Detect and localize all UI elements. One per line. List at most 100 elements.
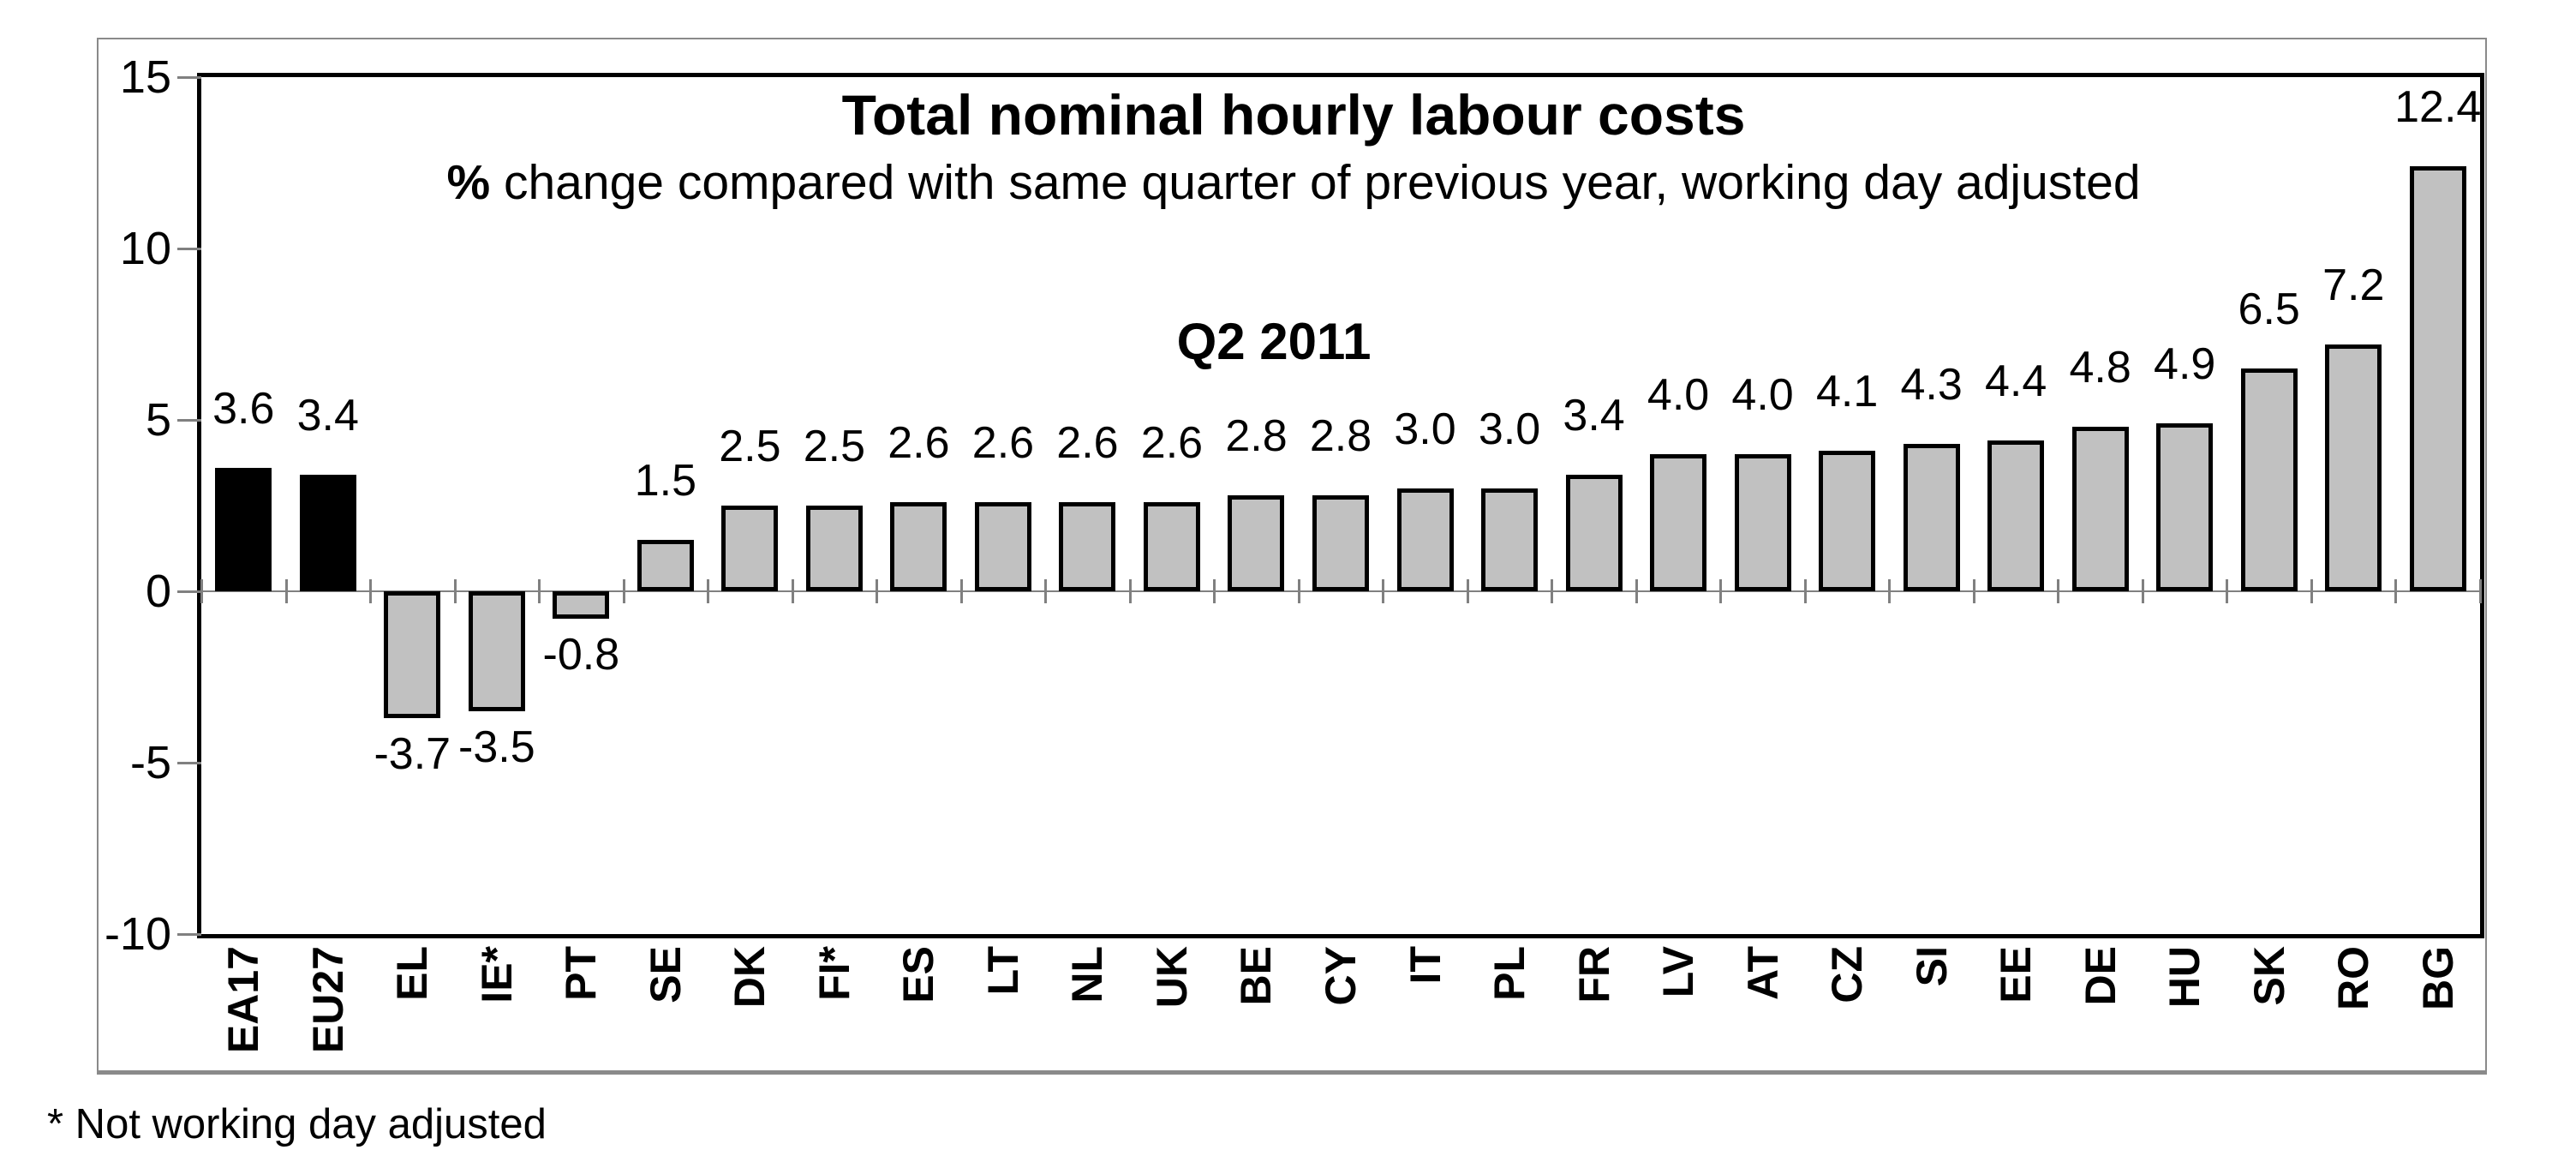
value-label-BE: 2.8 — [1225, 411, 1288, 461]
x-axis-label-PL: PL — [1485, 946, 1534, 1001]
category-tick — [1213, 579, 1216, 603]
chart-subtitle: % change compared with same quarter of p… — [446, 154, 2140, 211]
x-axis-label-LV: LV — [1654, 946, 1703, 998]
subtitle-text: change compared with same quarter of pre… — [490, 155, 2141, 210]
value-label-NL: 2.6 — [1056, 418, 1119, 468]
category-tick — [453, 579, 457, 603]
value-label-FI*: 2.5 — [803, 422, 866, 471]
category-tick — [284, 579, 288, 603]
category-tick — [876, 579, 879, 603]
y-axis-tick — [177, 419, 201, 422]
value-label-RO: 7.2 — [2322, 261, 2385, 310]
bar-FI* — [805, 506, 863, 591]
value-label-PT: -0.8 — [542, 630, 620, 680]
bar-EU27 — [299, 475, 356, 591]
value-label-EA17: 3.6 — [212, 384, 275, 434]
bar-BG — [2409, 166, 2466, 591]
subtitle-percent-bold: % — [446, 155, 491, 210]
value-label-EL: -3.7 — [374, 729, 451, 779]
x-axis-label-IT: IT — [1401, 946, 1449, 985]
value-label-DE: 4.8 — [2069, 343, 2131, 392]
x-axis-label-EU27: EU27 — [303, 946, 352, 1054]
x-axis-label-CZ: CZ — [1823, 946, 1872, 1003]
x-axis-label-SI: SI — [1907, 946, 1956, 987]
value-label-IE*: -3.5 — [458, 722, 535, 772]
value-label-LT: 2.6 — [971, 418, 1035, 468]
y-axis-label: 15 — [119, 51, 171, 103]
category-tick — [1635, 579, 1638, 603]
bar-EE — [1987, 440, 2045, 591]
category-tick — [1888, 579, 1892, 603]
value-label-UK: 2.6 — [1140, 418, 1204, 468]
bar-SK — [2240, 368, 2298, 591]
category-tick — [538, 579, 541, 603]
y-axis-tick — [177, 76, 201, 79]
chart-title: Total nominal hourly labour costs — [841, 83, 1746, 147]
category-tick — [1551, 579, 1554, 603]
category-tick — [791, 579, 794, 603]
category-tick — [959, 579, 963, 603]
x-axis-label-FR: FR — [1569, 946, 1618, 1003]
bar-AT — [1734, 454, 1791, 591]
category-tick — [2479, 579, 2482, 603]
bar-HU — [2156, 423, 2214, 591]
x-axis-label-AT: AT — [1738, 946, 1787, 1000]
bar-IT — [1396, 488, 1454, 591]
x-axis-label-CY: CY — [1317, 946, 1365, 1006]
category-tick — [1466, 579, 1469, 603]
x-axis-label-IE*: IE* — [472, 946, 521, 1003]
x-axis-label-LT: LT — [978, 946, 1027, 996]
zero-axis-line — [201, 590, 2480, 592]
bar-BE — [1228, 495, 1285, 591]
bar-ES — [890, 502, 947, 591]
category-tick — [2226, 579, 2229, 603]
y-axis-label: 10 — [119, 223, 171, 274]
bar-LV — [1650, 454, 1707, 591]
y-axis-label: -10 — [104, 908, 171, 960]
category-tick — [622, 579, 625, 603]
y-axis-tick — [177, 248, 201, 250]
x-axis-label-SK: SK — [2244, 946, 2293, 1006]
category-tick — [707, 579, 710, 603]
x-axis-label-BG: BG — [2413, 946, 2462, 1010]
x-axis-label-NL: NL — [1063, 946, 1112, 1003]
bar-EL — [384, 591, 441, 718]
x-axis-label-EE: EE — [1992, 946, 2041, 1003]
category-tick — [2057, 579, 2060, 603]
bar-EA17 — [215, 468, 272, 591]
category-tick — [200, 579, 203, 603]
bar-LT — [974, 502, 1031, 591]
value-label-EE: 4.4 — [1984, 356, 2047, 406]
y-axis-tick — [177, 762, 201, 764]
bar-SE — [637, 540, 694, 591]
bar-RO — [2325, 344, 2382, 591]
footnote: * Not working day adjusted — [47, 1101, 547, 1147]
value-label-SE: 1.5 — [634, 456, 696, 506]
value-label-LV: 4.0 — [1647, 370, 1710, 420]
value-label-CY: 2.8 — [1309, 411, 1372, 461]
y-axis-label: 0 — [145, 566, 171, 617]
category-tick — [1719, 579, 1723, 603]
value-label-SI: 4.3 — [1900, 360, 1963, 410]
category-tick — [1803, 579, 1807, 603]
category-tick — [1972, 579, 1975, 603]
category-tick — [2394, 579, 2398, 603]
bar-PT — [553, 591, 610, 619]
x-axis-label-ES: ES — [894, 946, 943, 1003]
x-axis-label-HU: HU — [2161, 946, 2209, 1009]
bar-IE* — [468, 591, 525, 711]
value-label-IT: 3.0 — [1394, 404, 1456, 454]
x-axis-label-FI*: FI* — [810, 946, 858, 1001]
category-tick — [1044, 579, 1048, 603]
x-axis-label-DE: DE — [2076, 946, 2125, 1006]
y-axis-label: 5 — [145, 394, 171, 446]
category-tick — [1382, 579, 1385, 603]
category-tick — [2141, 579, 2144, 603]
x-axis-label-DK: DK — [726, 946, 774, 1009]
value-label-PL: 3.0 — [1478, 404, 1541, 454]
value-label-SK: 6.5 — [2238, 285, 2300, 334]
x-axis-label-SE: SE — [641, 946, 690, 1003]
category-tick — [1297, 579, 1300, 603]
bar-CY — [1312, 495, 1369, 591]
